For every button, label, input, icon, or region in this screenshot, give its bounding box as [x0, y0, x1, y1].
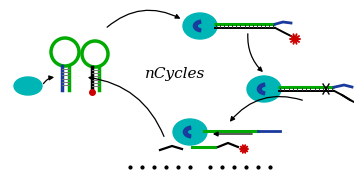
Ellipse shape	[14, 77, 42, 95]
Ellipse shape	[183, 13, 217, 39]
Ellipse shape	[247, 76, 281, 102]
Ellipse shape	[173, 119, 207, 145]
Text: nCycles: nCycles	[145, 67, 205, 81]
